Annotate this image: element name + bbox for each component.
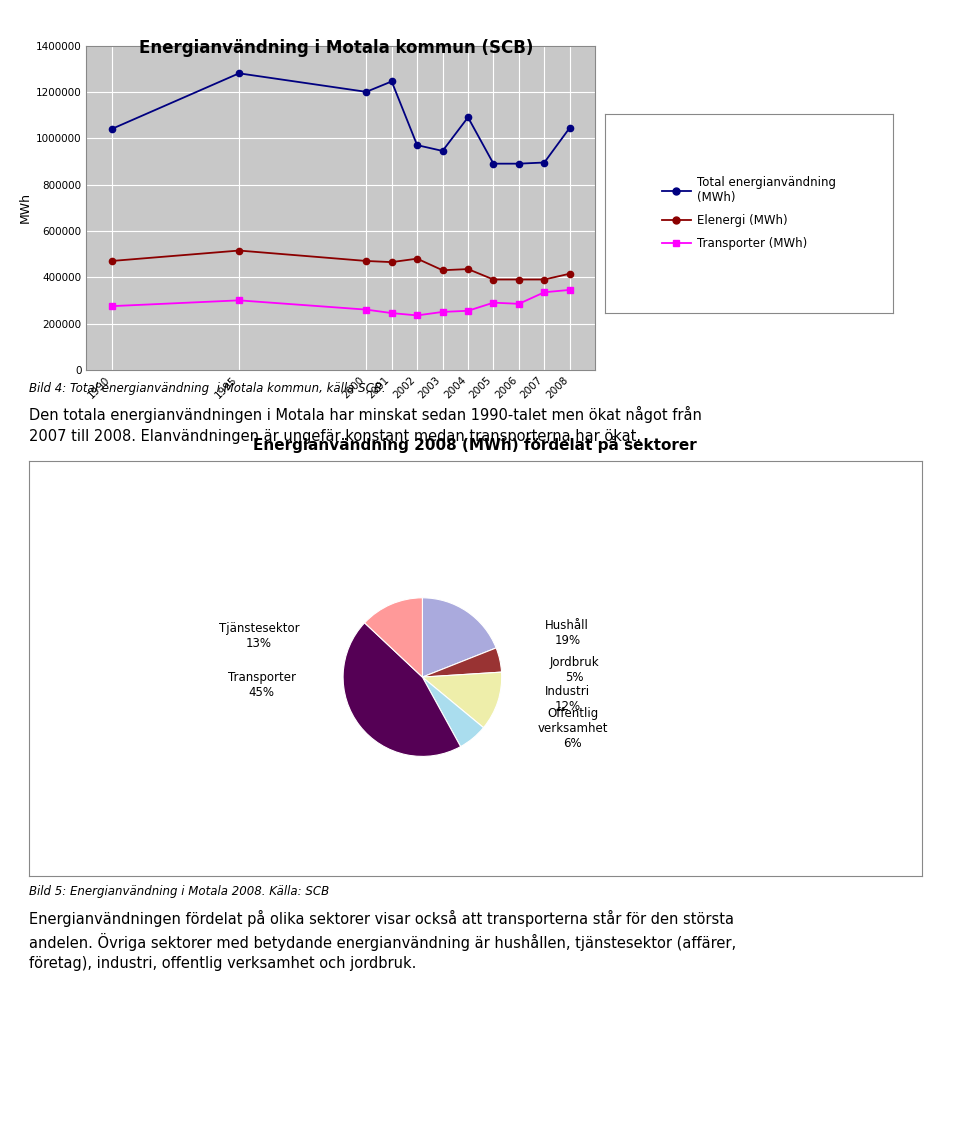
Text: Tjänstesektor
13%: Tjänstesektor 13% [219, 621, 300, 650]
Wedge shape [365, 597, 422, 677]
Wedge shape [422, 677, 484, 747]
Text: 2007 till 2008. Elanvändningen är ungefär konstant medan transporterna har ökat.: 2007 till 2008. Elanvändningen är ungefä… [29, 429, 641, 444]
Text: Den totala energianvändningen i Motala har minskat sedan 1990-talet men ökat någ: Den totala energianvändningen i Motala h… [29, 406, 702, 423]
Y-axis label: MWh: MWh [18, 192, 32, 223]
Wedge shape [422, 648, 501, 677]
Title: Energianvändning 2008 (MWh) fördelat på sektorer: Energianvändning 2008 (MWh) fördelat på … [253, 436, 697, 453]
Text: Energianvändning i Motala kommun (SCB): Energianvändning i Motala kommun (SCB) [139, 39, 533, 57]
Wedge shape [422, 597, 496, 677]
Text: Hushåll
19%: Hushåll 19% [545, 619, 589, 648]
Text: Bild 5: Energianvändning i Motala 2008. Källa: SCB: Bild 5: Energianvändning i Motala 2008. … [29, 885, 329, 898]
Text: Energianvändningen fördelat på olika sektorer visar också att transporterna står: Energianvändningen fördelat på olika sek… [29, 910, 733, 927]
Text: andelen. Övriga sektorer med betydande energianvändning är hushållen, tjänstesek: andelen. Övriga sektorer med betydande e… [29, 933, 736, 951]
Legend: Total energianvändning
(MWh), Elenergi (MWh), Transporter (MWh): Total energianvändning (MWh), Elenergi (… [656, 171, 842, 256]
Text: Industri
12%: Industri 12% [545, 685, 590, 714]
Text: Offentlig
verksamhet
6%: Offentlig verksamhet 6% [538, 707, 608, 750]
Text: Bild 4: Total energianvändning  i Motala kommun, källa SCB.: Bild 4: Total energianvändning i Motala … [29, 382, 385, 395]
Wedge shape [343, 622, 461, 757]
Text: Transporter
45%: Transporter 45% [228, 671, 296, 699]
Text: företag), industri, offentlig verksamhet och jordbruk.: företag), industri, offentlig verksamhet… [29, 956, 417, 971]
Wedge shape [422, 673, 502, 727]
Text: Jordbruk
5%: Jordbruk 5% [549, 655, 599, 684]
